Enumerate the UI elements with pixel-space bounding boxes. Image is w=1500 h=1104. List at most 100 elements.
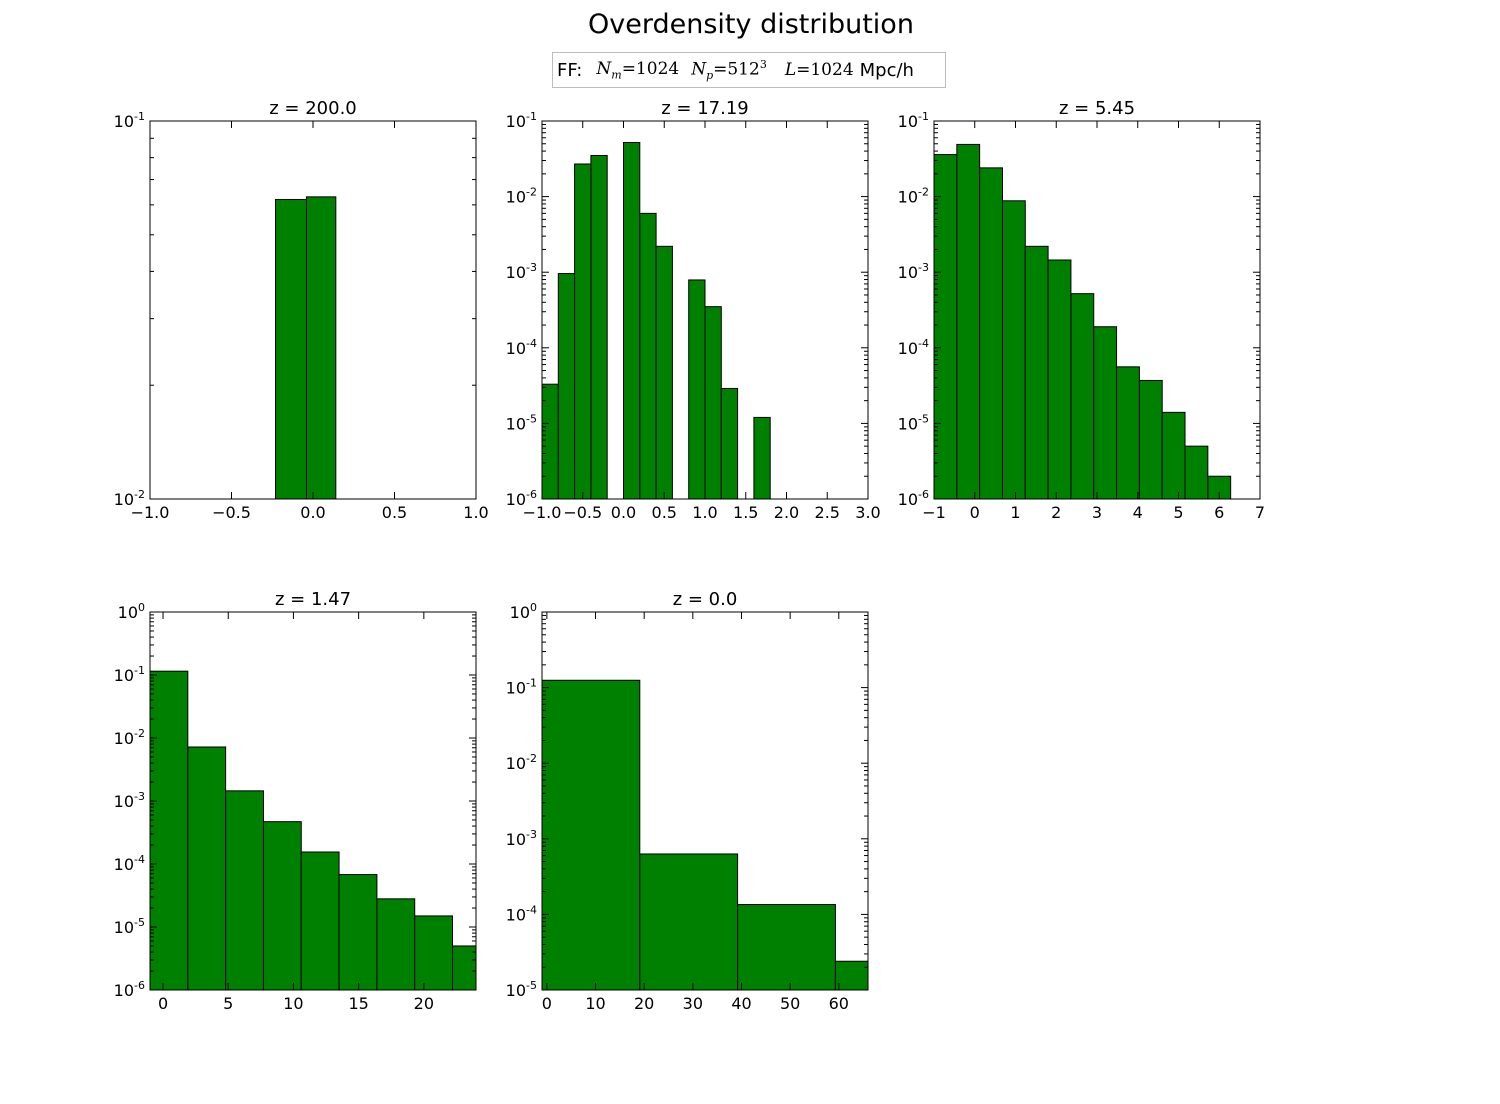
y-tick-label: 10-6	[506, 488, 537, 509]
y-tick-label: 10-2	[506, 186, 537, 207]
y-tick-label: 10-6	[898, 488, 929, 509]
histogram-bar	[688, 279, 706, 499]
x-tick-label: 0.0	[611, 503, 636, 522]
histogram-bar	[590, 154, 608, 499]
legend: FF: Nm=1024 Np=5123 L=1024 Mpc/h	[552, 52, 946, 88]
x-tick-label: −1.0	[131, 503, 170, 522]
histogram-bar	[150, 670, 189, 990]
y-tick-label: 10-1	[506, 677, 537, 698]
subplot-3: z = 5.45 −1 0 1 2 3 4 5 6 7 10-6 10-5 10-4 10-3 10-2 10…	[898, 98, 1265, 522]
x-tick-label: 5	[1173, 503, 1183, 522]
x-tick-label: 2.5	[815, 503, 840, 522]
subplot-title: z = 1.47	[275, 589, 351, 610]
x-tick-label: 15	[348, 994, 368, 1013]
histogram-bar	[1024, 245, 1049, 499]
y-tick-label: 10-2	[114, 488, 145, 509]
x-tick-label: 1.0	[692, 503, 717, 522]
y-tick-label: 10-2	[506, 752, 537, 773]
bars	[542, 141, 771, 499]
x-tick-label: 30	[683, 994, 703, 1013]
histogram-bar	[623, 141, 641, 499]
subplot-title: z = 5.45	[1059, 98, 1135, 119]
histogram-bar	[753, 416, 771, 499]
x-tick-label: 3	[1092, 503, 1102, 522]
histogram-bar	[376, 898, 416, 990]
histogram-bar	[542, 679, 641, 990]
histogram-bar	[225, 790, 264, 990]
y-tick-label: 10-3	[506, 828, 537, 849]
histogram-bar	[720, 387, 739, 499]
histogram-bar	[1093, 326, 1118, 499]
histogram-bar	[737, 904, 836, 990]
y-tick-label: 10-5	[898, 412, 929, 433]
bars	[275, 196, 337, 499]
legend-prefix: FF:	[557, 59, 583, 81]
histogram-bar	[414, 915, 454, 990]
x-tick-label: 50	[780, 994, 800, 1013]
y-tick-label: 10-5	[506, 412, 537, 433]
subplot-5: z = 0.0 0 10 20 30 40 50 60 10-5 10-4 10-3 10-2 10-1…	[506, 589, 869, 1013]
histogram-bar	[655, 245, 673, 499]
histogram-bar	[1207, 475, 1232, 499]
x-tick-label: 0	[542, 994, 552, 1013]
x-tick-label: 4	[1133, 503, 1143, 522]
histogram-bar	[338, 874, 378, 990]
x-tick-label: 1.0	[463, 503, 488, 522]
histogram-bar	[956, 143, 981, 499]
x-tick-label: 3.0	[855, 503, 880, 522]
x-tick-label: 10	[283, 994, 303, 1013]
y-tick-label: 10-1	[506, 110, 537, 131]
legend-np: Np=5123	[691, 57, 767, 83]
histogram-bar	[639, 853, 739, 990]
x-tick-label: 7	[1255, 503, 1265, 522]
histogram-bar	[704, 306, 722, 499]
x-tick-label: 20	[414, 994, 434, 1013]
figure-title: Overdensity distribution	[588, 9, 914, 40]
x-tick-label: 0	[158, 994, 168, 1013]
histogram-bar	[1070, 293, 1095, 499]
x-tick-label: 40	[731, 994, 751, 1013]
x-tick-label: 0.5	[382, 503, 407, 522]
histogram-bar	[1138, 379, 1163, 499]
histogram-bar	[262, 821, 302, 990]
histogram-bar	[1184, 445, 1209, 499]
bars	[934, 143, 1232, 499]
y-tick-label: 10-2	[898, 186, 929, 207]
x-tick-label: −0.5	[212, 503, 251, 522]
histogram-bar	[574, 163, 592, 499]
bars	[150, 670, 476, 990]
y-tick-label: 100	[118, 601, 145, 622]
histogram-bar	[639, 212, 657, 499]
legend-nm: Nm=1024	[596, 58, 680, 82]
legend-unit: Mpc/h	[859, 59, 914, 81]
x-tick-label: −0.5	[563, 503, 602, 522]
histogram-bar	[557, 273, 576, 499]
histogram-bar	[305, 196, 337, 499]
bars	[542, 679, 868, 990]
histogram-bar	[1161, 411, 1186, 499]
subplot-1: z = 200.0 −1.0 −0.5 0.0 0.5 1.0 10-2 10-1	[114, 98, 489, 522]
x-tick-label: −1.0	[523, 503, 562, 522]
y-tick-label: 10-6	[114, 979, 145, 1000]
y-tick-label: 10-4	[114, 853, 145, 874]
y-tick-label: 10-1	[114, 110, 145, 131]
x-tick-label: 6	[1214, 503, 1224, 522]
x-tick-label: 2	[1051, 503, 1061, 522]
y-tick-label: 10-3	[898, 261, 929, 282]
histogram-bar	[275, 198, 307, 499]
x-tick-label: 1.5	[733, 503, 758, 522]
y-tick-label: 10-3	[506, 261, 537, 282]
x-tick-label: −1	[922, 503, 946, 522]
histogram-bar	[542, 383, 559, 499]
y-tick-label: 10-3	[114, 790, 145, 811]
x-tick-label: 0.5	[652, 503, 677, 522]
axes-frame	[541, 611, 869, 991]
y-tick-label: 10-5	[506, 979, 537, 1000]
y-tick-label: 10-1	[114, 664, 145, 685]
subplot-4: z = 1.47 0 5 10 15 20 10-6 10-5 10-4 10-3 10-2 10-1…	[114, 589, 477, 1013]
x-tick-label: 60	[829, 994, 849, 1013]
histogram-bar	[1116, 366, 1140, 499]
subplot-title: z = 0.0	[673, 589, 738, 610]
